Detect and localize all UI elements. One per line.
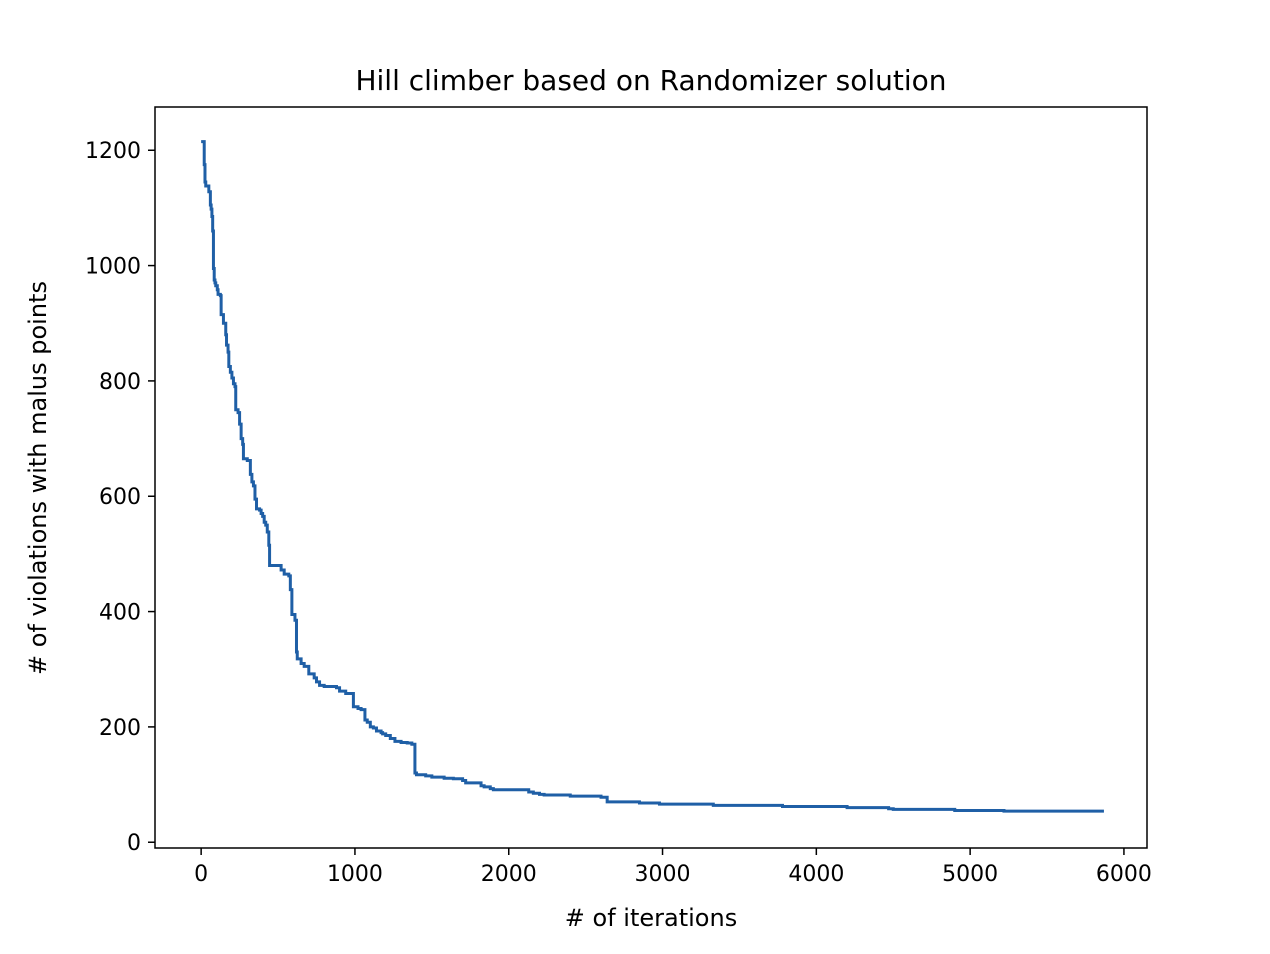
y-tick-label: 400 — [99, 601, 141, 626]
chart-title: Hill climber based on Randomizer solutio… — [355, 64, 946, 97]
y-tick-label: 0 — [127, 831, 141, 856]
x-tick-label: 4000 — [788, 862, 844, 887]
y-tick-label: 1200 — [85, 139, 141, 164]
y-tick-label: 800 — [99, 370, 141, 395]
x-axis-label: # of iterations — [565, 904, 737, 932]
x-tick-label: 1000 — [327, 862, 383, 887]
x-tick-label: 3000 — [635, 862, 691, 887]
x-tick-label: 5000 — [942, 862, 998, 887]
axes-frame — [154, 106, 1148, 849]
y-axis-ticks: 0 200 400 600 800 1000 1200 — [85, 139, 155, 856]
x-axis-ticks: 0 1000 2000 3000 4000 5000 6000 — [194, 848, 1152, 887]
x-tick-label: 2000 — [481, 862, 537, 887]
y-tick-label: 1000 — [85, 255, 141, 280]
series-layer — [201, 140, 1104, 813]
y-tick-label: 200 — [99, 716, 141, 741]
series-line-0 — [201, 140, 1104, 813]
y-axis-label: # of violations with malus points — [24, 281, 52, 675]
y-tick-label: 600 — [99, 485, 141, 510]
x-tick-label: 6000 — [1096, 862, 1152, 887]
x-tick-label: 0 — [194, 862, 208, 887]
